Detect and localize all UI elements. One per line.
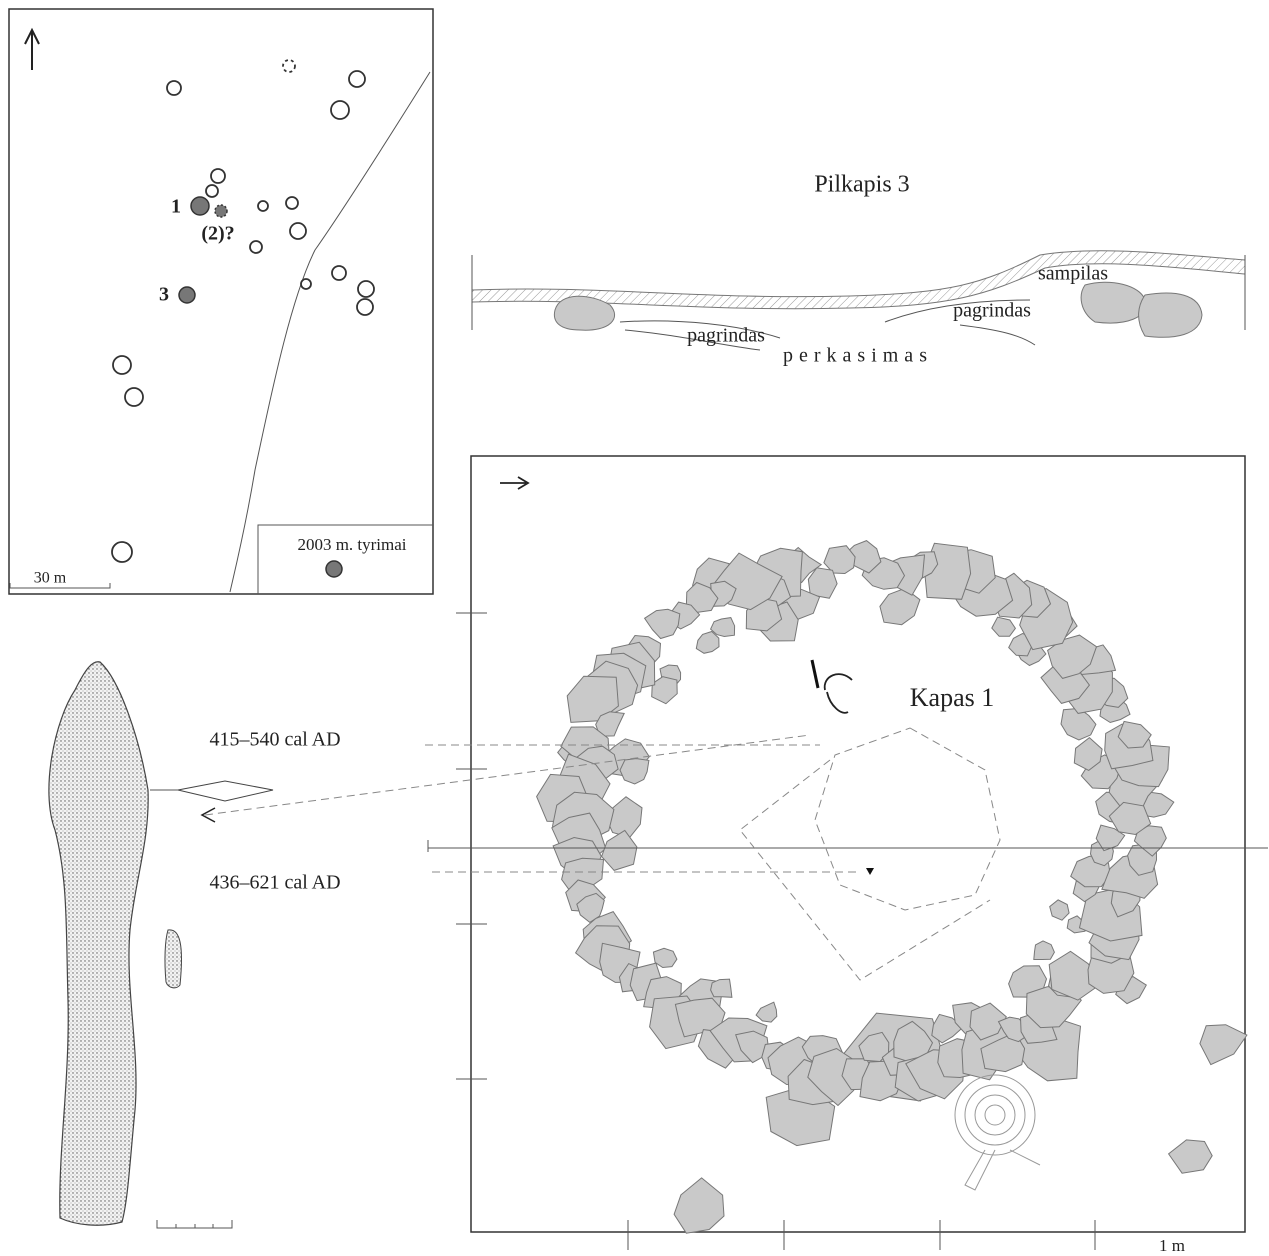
stone (1167, 1139, 1213, 1174)
stone (1199, 1024, 1248, 1066)
find (810, 659, 820, 689)
section-label: pagrindas (953, 300, 1031, 322)
find (866, 868, 874, 875)
stone (673, 1177, 725, 1234)
stone (553, 295, 616, 331)
sample-marker (177, 780, 274, 802)
grid-ticks (427, 612, 1268, 1250)
stone (1047, 634, 1098, 679)
scale-bar (156, 1220, 233, 1229)
road (229, 71, 431, 593)
stone (619, 758, 650, 785)
arrowhead (200, 807, 216, 823)
spiral-feature (954, 1074, 1041, 1191)
stone (879, 587, 921, 626)
stone (735, 1030, 770, 1064)
coil-drawing (164, 929, 182, 989)
stone (595, 711, 625, 737)
date-label: 436–621 cal AD (209, 872, 340, 894)
legend-label: 2003 m. tyrimai (297, 535, 406, 554)
stone (576, 892, 605, 924)
stone (991, 616, 1017, 637)
stone (1073, 736, 1103, 771)
grave-plan: Kapas 1 1 m (427, 455, 1268, 1255)
north-arrow (24, 27, 40, 70)
scale-bar (9, 583, 111, 589)
legend-marker (325, 560, 343, 578)
map-frame (8, 8, 434, 595)
section-edge (471, 255, 1246, 330)
stone (969, 1002, 1007, 1041)
stone (1060, 707, 1097, 741)
spearhead-drawing (48, 661, 149, 1226)
stone (1008, 965, 1048, 998)
section-label: sampilas (1038, 263, 1108, 285)
section-title: Pilkapis 3 (814, 172, 909, 198)
date-label: 415–540 cal AD (209, 729, 340, 751)
stone (1117, 720, 1152, 749)
section: Pilkapis 3 sampilas pagrindas pagrindas … (471, 172, 1246, 367)
trench-label: perkasimas (783, 345, 933, 367)
stone (1033, 940, 1055, 960)
stone (652, 947, 678, 969)
stone (1049, 899, 1070, 921)
north-arrow (500, 476, 530, 490)
stone (601, 829, 638, 871)
stone (651, 676, 678, 705)
pit-outline (739, 727, 1001, 981)
barrow-label: (2)? (201, 223, 234, 245)
scale-label: 30 m (34, 570, 67, 587)
stone (1138, 292, 1203, 338)
site-map: 1 (2)? 3 2003 m. tyrimai 30 m (8, 8, 434, 595)
stone (709, 617, 736, 638)
spearhead: 415–540 cal AD 436–621 cal AD (48, 661, 860, 1229)
barrows (111, 59, 375, 563)
stone (1108, 801, 1152, 836)
plan-title: Kapas 1 (910, 683, 994, 712)
barrow-label: 1 (171, 196, 181, 218)
date-lines (204, 734, 860, 873)
stone (643, 608, 681, 640)
stone (695, 630, 720, 654)
section-label: pagrindas (687, 325, 765, 347)
barrow-label: 3 (159, 284, 169, 306)
plan-frame (470, 455, 1246, 1233)
stone (710, 978, 733, 998)
stone (755, 1001, 778, 1023)
stone (685, 581, 719, 613)
ring-find (823, 673, 853, 714)
legend-frame (257, 524, 433, 594)
plan-scale: 1 m (1159, 1236, 1185, 1255)
stone (1080, 281, 1147, 324)
layer-line (619, 299, 1036, 351)
stone (1095, 824, 1126, 852)
